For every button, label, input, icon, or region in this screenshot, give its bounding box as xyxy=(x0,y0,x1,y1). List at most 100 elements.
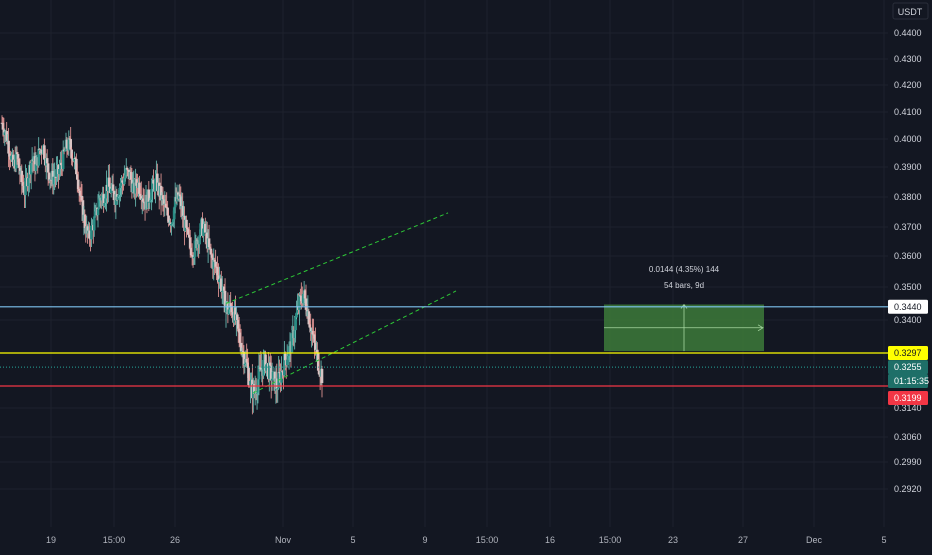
candle-body xyxy=(171,222,174,224)
candle-body xyxy=(118,188,121,195)
candle-body xyxy=(290,333,294,353)
candle-body xyxy=(294,317,297,331)
candle-body xyxy=(70,149,73,159)
candle-body xyxy=(40,149,43,154)
time-tick-label: 26 xyxy=(170,535,180,545)
candle-body xyxy=(283,353,287,361)
candle-body xyxy=(155,173,159,191)
time-tick-label: 5 xyxy=(350,535,355,545)
candle-body xyxy=(138,182,141,194)
candle-body xyxy=(199,223,202,236)
candle-body xyxy=(317,370,321,375)
time-axis[interactable]: 19 15:00 26 Nov 5 9 15:00 16 15:00 23 27 Dec 5 xyxy=(46,535,887,545)
candle-body xyxy=(46,163,50,173)
candle-body xyxy=(43,145,46,159)
price-tick-label: 0.3700 xyxy=(894,222,922,232)
candle-body xyxy=(286,356,290,360)
candle-body xyxy=(237,328,241,333)
candle-body xyxy=(307,311,311,325)
candle-body xyxy=(216,267,219,276)
candle-body xyxy=(77,188,81,191)
candle-body xyxy=(81,200,85,221)
entry-badge xyxy=(888,346,928,360)
candle-body xyxy=(304,298,308,310)
time-tick-label: 19 xyxy=(46,535,56,545)
grid xyxy=(0,0,888,527)
candle-body xyxy=(280,371,283,383)
candle-body xyxy=(141,198,145,202)
candle-body xyxy=(61,149,65,170)
candle-body xyxy=(230,306,233,313)
drawings[interactable]: 0.0144 (4.35%) 144 54 bars, 9d xyxy=(225,212,764,394)
candle-body xyxy=(219,278,223,292)
candle-body xyxy=(235,314,239,321)
candle-body xyxy=(164,203,168,208)
candle-body xyxy=(270,378,274,381)
candle-body xyxy=(24,178,27,196)
price-lines[interactable] xyxy=(0,306,888,387)
candle-body xyxy=(181,205,185,217)
candle-body xyxy=(75,158,78,175)
candle-body xyxy=(271,371,275,379)
time-tick-label: 23 xyxy=(668,535,678,545)
candle-body xyxy=(15,152,19,155)
candle-body xyxy=(123,178,126,185)
candle-body xyxy=(209,248,213,255)
candle-body xyxy=(96,208,100,216)
price-tick-label: 0.3140 xyxy=(894,403,922,413)
time-axis-background xyxy=(0,527,888,550)
channel-upper-line[interactable] xyxy=(225,212,449,304)
candle-body xyxy=(10,155,13,160)
resistance-badge xyxy=(888,299,928,314)
candle-body xyxy=(247,367,250,386)
candle-body xyxy=(148,201,152,203)
price-axis[interactable]: 0.4400 0.4300 0.4200 0.4100 0.4000 0.3900 0.38… xyxy=(894,4,927,494)
candle-body xyxy=(227,309,231,315)
candle-body xyxy=(119,185,122,189)
candle-body xyxy=(103,202,106,206)
candle-body xyxy=(285,359,289,366)
candle-body xyxy=(255,392,259,394)
candle-body xyxy=(67,138,71,151)
entry-badge-text: 0.3297 xyxy=(894,348,922,358)
price-tick-label: 0.3600 xyxy=(894,251,922,261)
candle-body xyxy=(16,154,20,159)
candle-body xyxy=(75,174,79,180)
time-tick-label: 5 xyxy=(881,535,886,545)
candle-body xyxy=(202,228,205,236)
price-tick-label: 0.4400 xyxy=(894,28,922,38)
candle-body xyxy=(33,156,37,171)
candle-body xyxy=(92,216,96,231)
candle-body xyxy=(238,332,242,343)
candle-body xyxy=(54,176,57,178)
candle-body xyxy=(29,163,33,175)
candle-body xyxy=(112,190,116,201)
candle-body xyxy=(186,227,189,230)
candle-body xyxy=(303,290,307,299)
currency-text: USDT xyxy=(898,7,923,17)
candle-body xyxy=(151,179,154,190)
candle-body xyxy=(173,196,177,208)
candle-body xyxy=(65,139,69,149)
candle-body xyxy=(178,194,182,197)
candle-body xyxy=(100,195,104,201)
candle-body xyxy=(265,364,268,371)
channel-lower-line[interactable] xyxy=(252,290,457,394)
candle-body xyxy=(116,196,120,200)
candle-body xyxy=(159,185,163,201)
candle-body xyxy=(308,324,312,328)
candle-body xyxy=(7,140,10,154)
candle-body xyxy=(167,215,170,223)
currency-label[interactable]: USDT xyxy=(892,2,929,20)
candle-body xyxy=(80,196,84,201)
candle-body xyxy=(111,184,115,191)
candle-body xyxy=(149,199,153,202)
candle-body xyxy=(187,234,191,238)
candle-body xyxy=(14,152,18,169)
candle-body xyxy=(172,207,176,220)
candle-body xyxy=(213,259,217,262)
candle-body xyxy=(243,363,247,366)
candle-body xyxy=(309,327,313,333)
